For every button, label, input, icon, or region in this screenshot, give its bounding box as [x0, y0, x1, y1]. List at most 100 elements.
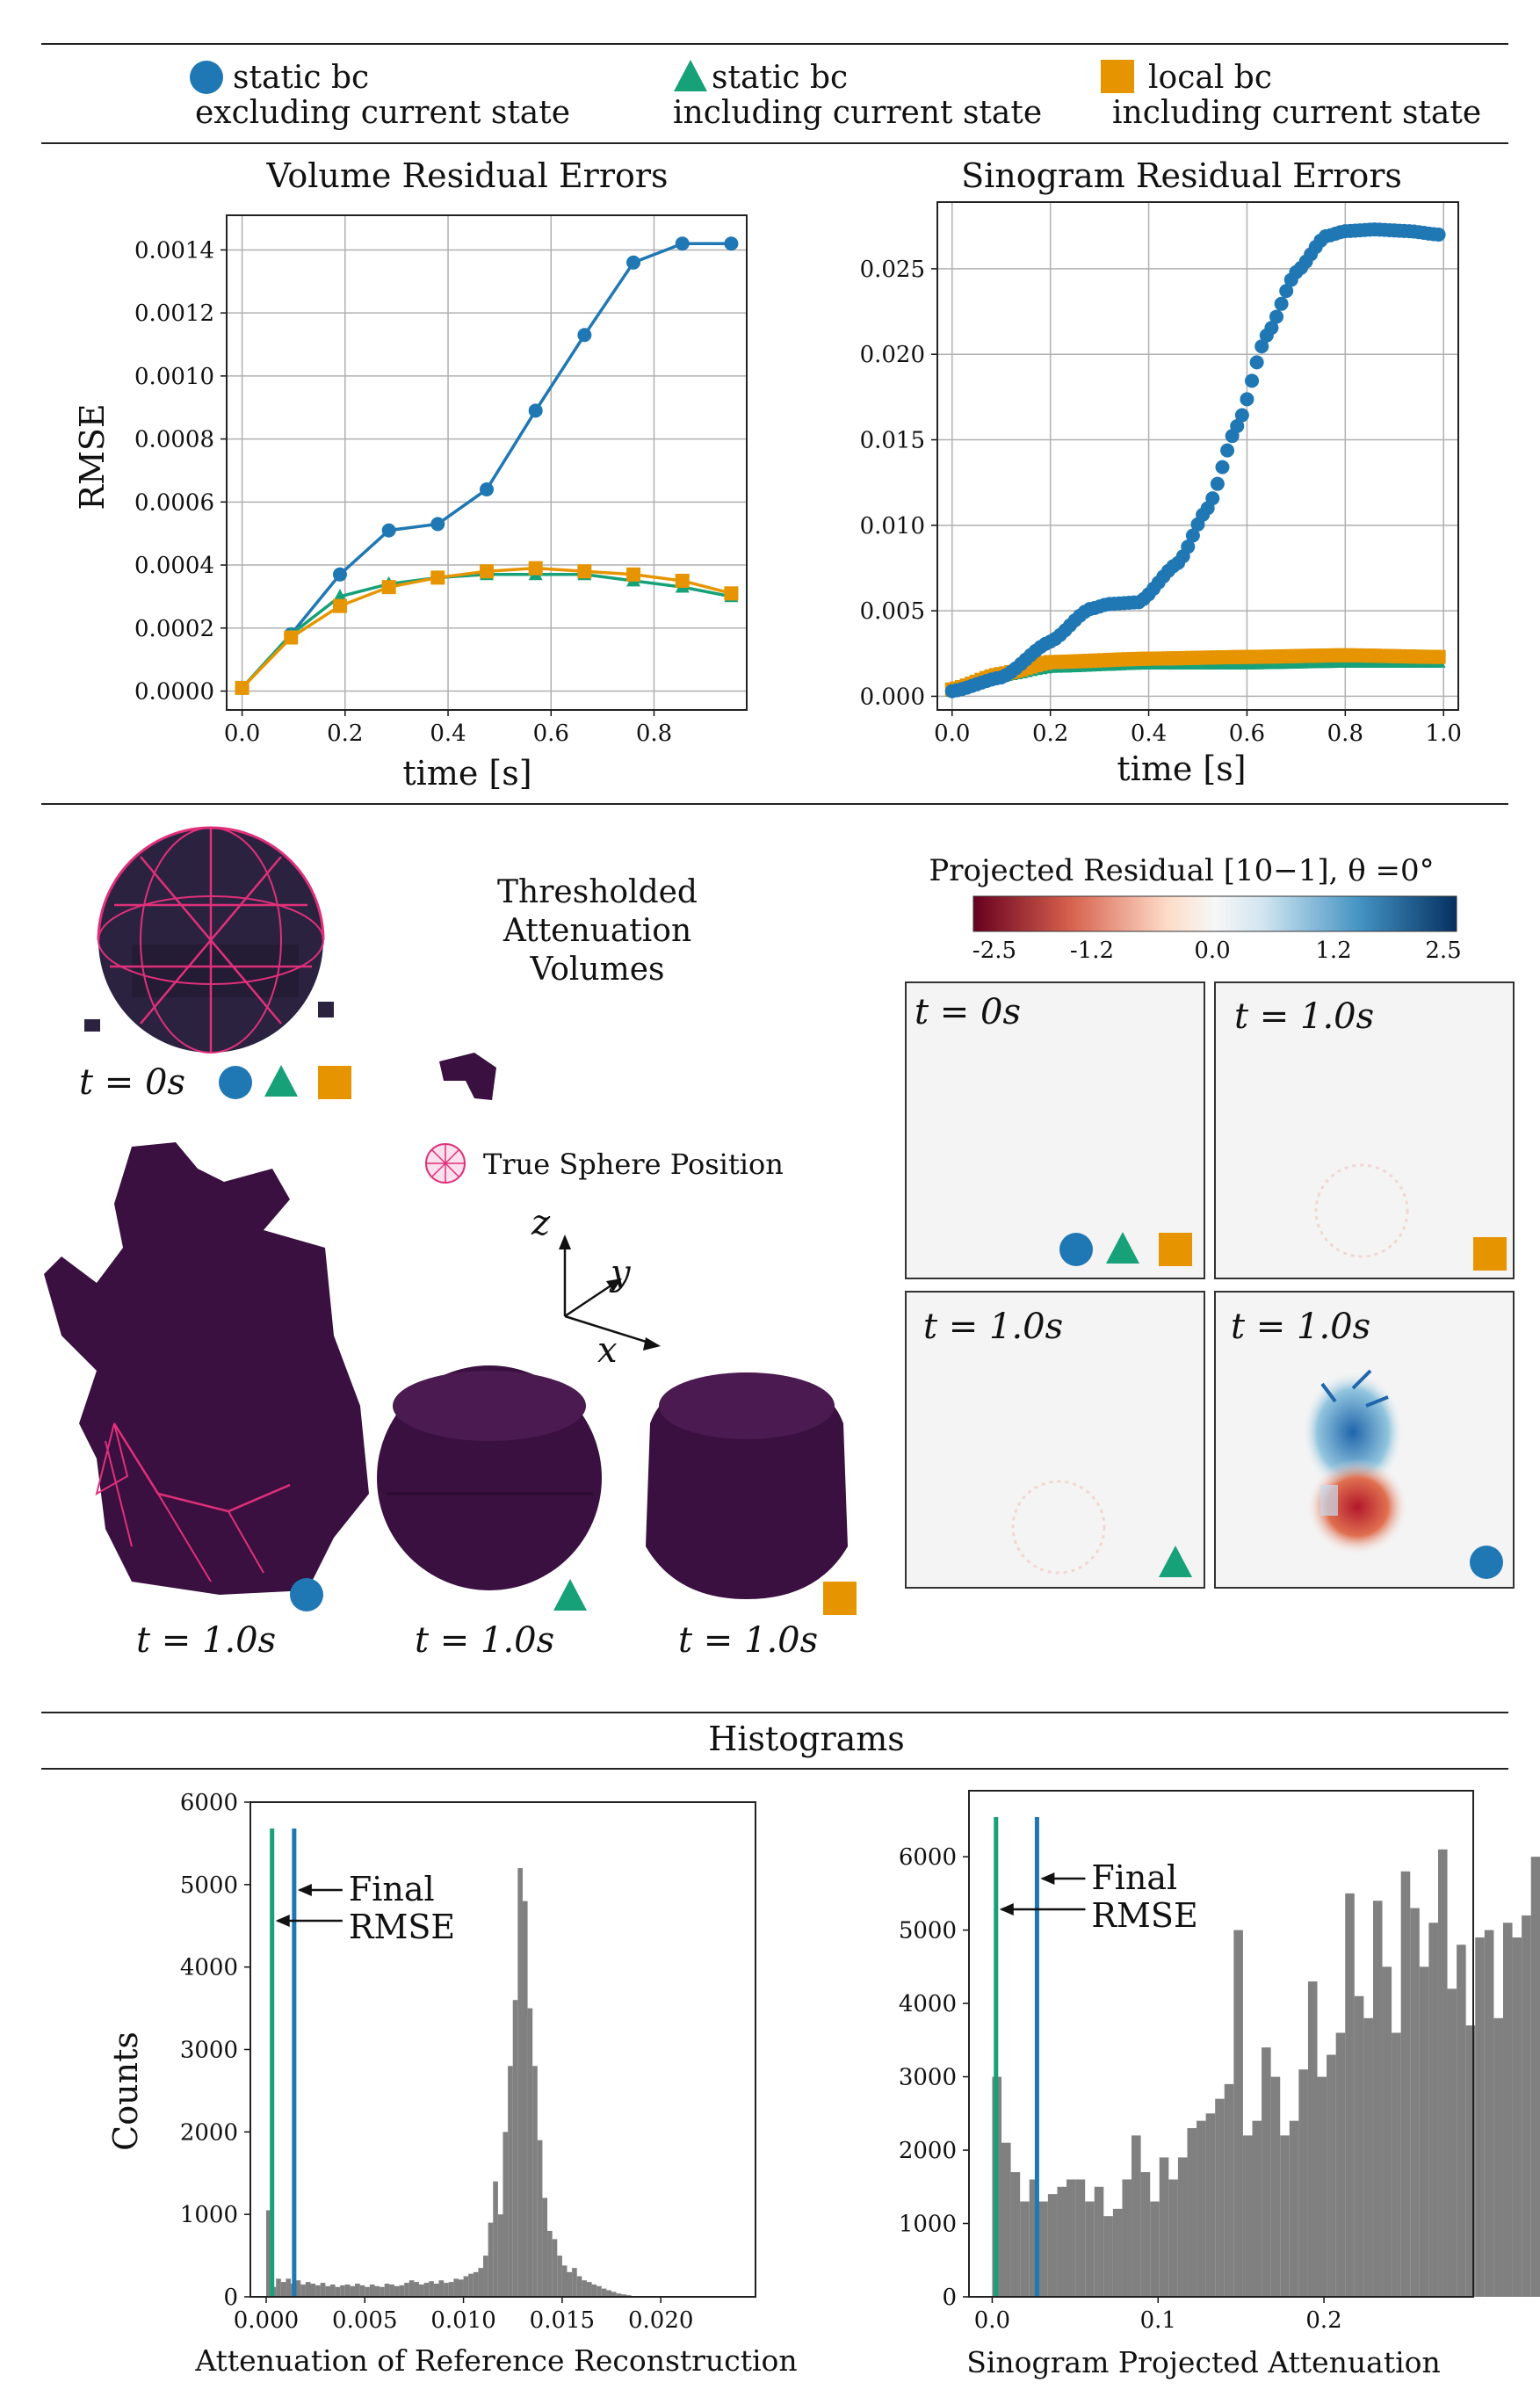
- chart2-title: Sinogram Residual Errors: [961, 156, 1402, 195]
- y-tick-label-0: 0: [223, 2285, 238, 2311]
- hist-bar-51: [1465, 2025, 1476, 2297]
- annotation-arrowhead-1: [1040, 1872, 1055, 1885]
- hist-bar-43: [478, 2268, 484, 2297]
- data-point-s0-65: [1264, 321, 1279, 336]
- hist-bar-10: [1085, 2201, 1095, 2297]
- hist-bar-61: [567, 2271, 573, 2297]
- data-point-s0-63: [1254, 339, 1269, 354]
- hist-bar-27: [1242, 2135, 1253, 2297]
- hist-bar-50: [1457, 1944, 1466, 2297]
- thresholded-section: Thresholded Attenuation Volumes t = 0s T…: [44, 826, 857, 1661]
- data-point-s0-67: [1274, 296, 1289, 311]
- x-tick-label-2: 0.4: [430, 721, 466, 747]
- data-point-s0-58: [1230, 418, 1245, 433]
- hist-bar-18: [1159, 2157, 1169, 2297]
- hist-bar-33: [429, 2281, 434, 2297]
- hist-bar-2: [276, 2278, 281, 2297]
- panel4-label: t = 1.0s: [1231, 1307, 1370, 1347]
- hist-bar-49: [1447, 1988, 1457, 2297]
- data-point-s2-9: [675, 573, 690, 588]
- hist2-xlabel: Sinogram Projected Attenuation: [966, 2345, 1441, 2379]
- hist-bar-37: [1335, 2032, 1346, 2297]
- hist-bar-48: [1437, 1849, 1448, 2297]
- hist-bar-16: [1140, 2172, 1151, 2297]
- hist-bar-37: [448, 2282, 454, 2297]
- x-tick-label-2: 0.2: [1305, 2307, 1341, 2334]
- true-sphere-label: True Sphere Position: [483, 1148, 784, 1181]
- colorbar: [972, 895, 1457, 932]
- hist-bar-17: [1150, 2201, 1160, 2297]
- voxel-sphere-t1-triangle: [377, 1365, 602, 1590]
- hist-bar-10: [315, 2285, 321, 2297]
- legend-label-3b: including current state: [1112, 95, 1481, 131]
- x-tick-label-4: 0.020: [628, 2307, 693, 2334]
- hist-bar-56: [1512, 1937, 1522, 2297]
- hist-bar-30: [1270, 2076, 1281, 2297]
- legend-label-1a: static bc: [233, 60, 369, 96]
- t1-label-triangle: t = 1.0s: [415, 1620, 554, 1661]
- hist-bar-35: [438, 2280, 445, 2297]
- y-tick-label-4: 0.0008: [134, 427, 214, 453]
- y-tick-label-2: 2000: [899, 2138, 957, 2164]
- y-tick-label-6: 6000: [180, 1790, 238, 1816]
- x-tick-label-1: 0.005: [332, 2307, 397, 2334]
- hist-bar-22: [374, 2285, 380, 2297]
- x-tick-label-4: 0.8: [636, 721, 672, 747]
- data-point-s0-49: [1185, 528, 1200, 543]
- y-tick-label-2: 2000: [180, 2119, 238, 2146]
- hist-bar-39: [1354, 1995, 1364, 2297]
- hist-bar-60: [561, 2265, 568, 2297]
- data-point-s2-0: [235, 680, 249, 695]
- plot-frame: [968, 1790, 1474, 2298]
- y-tick-label-3: 3000: [180, 2038, 238, 2064]
- annotation-arrowhead-1: [297, 1884, 312, 1896]
- hist-bar-26: [394, 2285, 400, 2297]
- hist-bar-40: [463, 2276, 469, 2297]
- legend-label-3a: local bc: [1148, 60, 1272, 96]
- legend-square-marker: [1101, 60, 1134, 93]
- hist-bar-45: [488, 2222, 494, 2297]
- plot-frame: [249, 1801, 756, 2298]
- t0-triangle-marker: [264, 1065, 298, 1097]
- annotation-text-2: RMSE: [1091, 1896, 1197, 1935]
- hist-bar-23: [1205, 2113, 1216, 2297]
- thresholded-title-1: Thresholded: [497, 874, 698, 910]
- x-tick-label-3: 0.6: [1229, 721, 1265, 747]
- voxel-sphere-t0: [84, 826, 334, 1054]
- data-point-s0-56: [1220, 443, 1235, 458]
- hist1-ylabel: Counts: [106, 2031, 145, 2151]
- hist-bar-28: [404, 2283, 409, 2297]
- x-tick-label-1: 0.2: [1032, 721, 1068, 747]
- data-point-s0-66: [1269, 309, 1284, 324]
- x-tick-label-1: 0.2: [327, 721, 363, 747]
- hist-bar-35: [1317, 2076, 1327, 2297]
- data-point-s0-54: [1210, 476, 1225, 491]
- hist-bar-26: [1233, 1930, 1243, 2297]
- data-point-s0-60: [1240, 392, 1254, 407]
- colorbar-tick-2: 0.0: [1194, 938, 1230, 964]
- hist-bar-43: [1392, 2032, 1401, 2297]
- chart1-xlabel: time [s]: [402, 754, 531, 793]
- hist-bar-7: [300, 2284, 306, 2297]
- t0-square-marker: [318, 1066, 351, 1099]
- hist-bar-53: [1484, 1930, 1494, 2297]
- legend-label-1b: excluding current state: [195, 95, 570, 131]
- hist-bar-68: [601, 2288, 607, 2297]
- hist-bar-54: [532, 2066, 538, 2297]
- hist-bar-8: [305, 2282, 311, 2297]
- hist-bar-21: [369, 2284, 375, 2297]
- plot-frame: [226, 214, 748, 711]
- hist-bar-55: [537, 2140, 543, 2297]
- hist-bar-12: [1103, 2216, 1113, 2297]
- hist-bar-14: [1122, 2179, 1132, 2297]
- data-point-s2-8: [626, 567, 641, 582]
- hist-bar-38: [1345, 1893, 1355, 2297]
- data-point-s0-8: [626, 255, 641, 270]
- panel2-square-marker: [1473, 1237, 1507, 1271]
- data-point-s2-7: [577, 564, 592, 579]
- hist-bar-48: [502, 2132, 509, 2297]
- y-tick-label-6: 0.0012: [134, 301, 214, 327]
- data-point-s0-9: [675, 236, 690, 251]
- hist-bar-40: [1363, 2017, 1373, 2297]
